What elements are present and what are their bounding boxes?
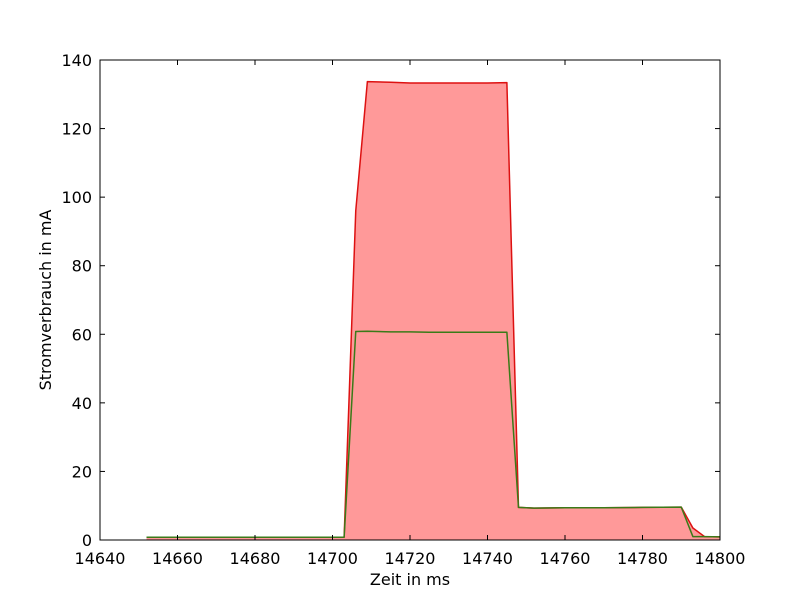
y-tick-label: 60 [72,325,92,344]
x-tick-label: 14640 [75,549,126,568]
x-tick-label: 14660 [152,549,203,568]
x-tick-label: 14720 [385,549,436,568]
y-tick-label: 80 [72,257,92,276]
x-tick-label: 14780 [617,549,668,568]
y-tick-label: 100 [61,188,92,207]
x-tick-label: 14680 [230,549,281,568]
x-axis-title: Zeit in ms [370,570,450,589]
series-0-area [146,81,720,540]
x-tick-label: 14760 [540,549,591,568]
y-axis-title: Stromverbrauch in mA [36,210,55,391]
x-tick-label: 14700 [307,549,358,568]
x-tick-label: 14800 [695,549,746,568]
y-tick-label: 20 [72,462,92,481]
series-layer [146,80,721,540]
y-tick-label: 120 [61,120,92,139]
y-tick-label: 140 [61,51,92,70]
y-tick-label: 40 [72,394,92,413]
x-tick-label: 14740 [462,549,513,568]
y-tick-label: 0 [82,531,92,550]
ticks-layer: 14640 14660 14680 14700 14720 14740 14760 14780… [61,51,745,568]
series-1-line [146,330,721,539]
